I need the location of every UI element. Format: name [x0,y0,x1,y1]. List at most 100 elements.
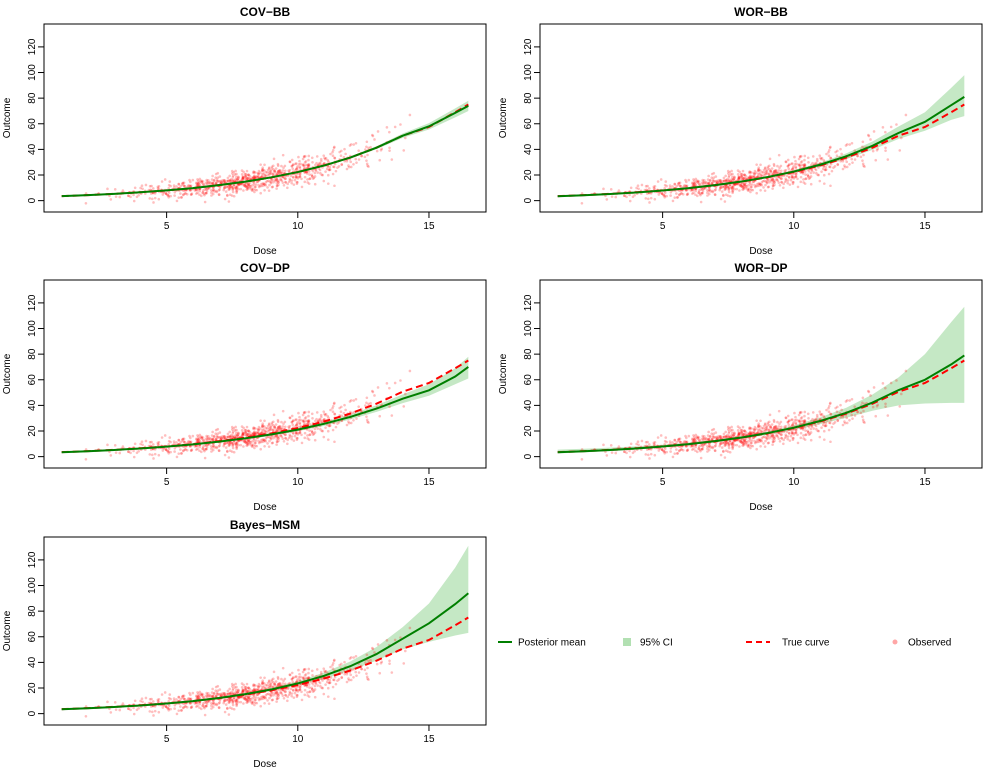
observed-point [324,156,328,160]
observed-point [256,174,259,178]
observed-point [580,457,584,461]
observed-point [832,166,835,169]
observed-point [180,709,183,712]
observed-point [659,434,663,437]
observed-point [363,155,367,159]
observed-point [726,194,730,197]
observed-point [222,181,225,184]
observed-point [243,183,246,187]
observed-point [132,449,135,453]
observed-point [718,187,722,190]
observed-point [288,434,292,438]
observed-point [811,155,815,158]
observed-point [203,193,206,197]
observed-point [710,181,714,185]
observed-point [298,678,302,682]
observed-point [872,130,876,133]
x-tick-label: 10 [292,477,304,488]
observed-point [828,146,832,150]
observed-point [663,194,667,198]
observed-point [258,684,262,687]
observed-point [263,445,266,448]
observed-point [721,185,725,188]
observed-point [685,188,688,192]
observed-point [759,419,762,423]
x-tick-label: 15 [919,221,931,232]
observed-point [338,150,341,154]
observed-point [700,444,704,447]
observed-point [204,704,208,708]
observed-point [764,170,767,174]
observed-point [198,189,201,193]
observed-point [652,441,656,445]
observed-point [366,666,369,670]
observed-point [191,434,195,438]
observed-point [727,175,731,179]
observed-point [150,184,153,188]
observed-point [673,196,677,199]
observed-point [869,138,872,141]
observed-point [288,177,292,181]
observed-point [268,423,271,426]
observed-point [388,405,391,408]
observed-point [189,693,192,697]
observed-point [156,441,160,445]
observed-point [793,155,796,159]
x-tick-label: 15 [919,477,931,488]
observed-point [850,397,854,401]
observed-point [794,415,797,419]
observed-point [326,165,330,168]
observed-point [736,177,740,181]
observed-point [349,160,353,164]
observed-point [352,399,356,402]
observed-point [113,444,117,447]
observed-point [736,429,740,432]
observed-point [233,179,236,183]
observed-point [750,183,754,186]
observed-point [367,146,370,150]
observed-point [748,181,752,184]
observed-point [889,125,893,129]
observed-point [693,182,696,185]
observed-point [862,164,865,168]
observed-point [277,181,280,184]
observed-point [675,192,678,195]
observed-point [824,424,827,428]
observed-point [771,179,775,183]
observed-point [189,184,193,188]
y-axis-label: Outcome [2,97,13,138]
observed-point [294,169,297,172]
observed-point [685,185,688,188]
observed-point [214,172,218,176]
observed-point [234,169,237,173]
observed-point [824,168,827,172]
observed-point [793,411,796,415]
observed-point [249,184,252,188]
observed-point [300,185,304,189]
observed-point [195,183,199,187]
observed-point [829,440,832,444]
observed-point [280,692,284,695]
observed-point [210,450,213,453]
observed-point [758,184,761,187]
observed-point [802,163,806,167]
observed-point [280,179,284,182]
observed-point [291,688,295,692]
observed-point [817,166,820,169]
y-tick-label: 120 [27,38,38,55]
observed-point [740,174,743,178]
observed-point [739,183,743,187]
observed-point [106,443,109,447]
observed-point [738,170,741,174]
observed-point [809,182,813,186]
y-tick-label: 100 [27,577,38,594]
observed-point [832,422,835,425]
observed-point [307,410,311,414]
observed-point [867,390,871,394]
observed-point [771,184,775,188]
x-axis-label: Dose [253,246,277,257]
observed-point [260,440,263,444]
observed-point [231,688,235,692]
observed-point [190,193,193,196]
observed-point [792,177,796,180]
